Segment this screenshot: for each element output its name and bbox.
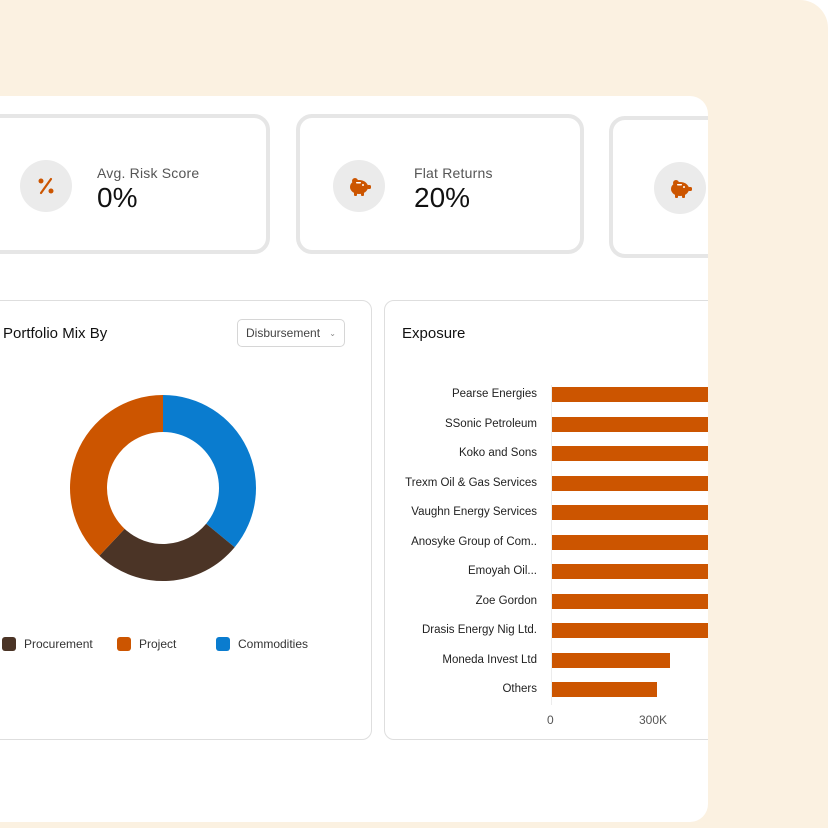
bar-label: Pearse Energies — [451, 388, 537, 400]
bar-label: Koko and Sons — [458, 447, 537, 459]
bar-label: Vaughn Energy Services — [411, 506, 537, 518]
bar-label: Anosyke Group of Com.. — [411, 535, 537, 548]
legend-item-project[interactable]: Project — [117, 637, 176, 651]
axis-line — [551, 385, 552, 705]
piggy-bank-icon — [333, 160, 385, 212]
portfolio-title: Portfolio Mix By — [3, 325, 108, 342]
dashboard-panel: Avg. Risk Score 0% Flat Returns 20% — [0, 96, 708, 822]
exposure-bar[interactable] — [551, 682, 657, 697]
legend-swatch — [2, 637, 16, 651]
bar-label: Drasis Energy Nig Ltd. — [421, 624, 537, 636]
stat-value: 0% — [97, 182, 138, 213]
legend-swatch — [117, 637, 131, 651]
stat-label: Avg. Risk Score — [97, 165, 200, 181]
exposure-bar[interactable] — [551, 387, 708, 402]
dropdown-value: Disbursement — [246, 326, 321, 340]
legend-label: Project — [139, 637, 177, 651]
legend-swatch — [216, 637, 230, 651]
percent-icon — [20, 160, 72, 212]
stat-card-flat-returns: Flat Returns 20% — [296, 114, 584, 254]
stat-card-risk-score: Avg. Risk Score 0% — [0, 114, 270, 254]
stat-value: 20% — [414, 182, 471, 213]
donut-slice-procurement[interactable] — [99, 523, 235, 581]
exposure-bar[interactable] — [551, 564, 708, 579]
x-tick: 300K — [639, 713, 668, 727]
bar-label: Others — [502, 683, 537, 695]
donut-slice-project[interactable] — [70, 395, 163, 556]
legend-label: Procurement — [24, 637, 93, 651]
portfolio-dropdown[interactable]: Disbursement ⌄ — [237, 319, 345, 347]
exposure-bar[interactable] — [551, 416, 708, 432]
bar-label: Moneda Invest Ltd — [442, 653, 537, 666]
bar-label: Trexm Oil & Gas Services — [405, 476, 537, 489]
exposure-bar[interactable] — [551, 505, 708, 520]
legend-label: Commodities — [238, 637, 309, 651]
exposure-bar[interactable] — [551, 446, 708, 461]
bar-label: Emoyah Oil... — [467, 565, 537, 577]
exposure-bar[interactable] — [551, 623, 708, 638]
bar-label: Zoe Gordon — [475, 594, 537, 607]
exposure-bar[interactable] — [551, 534, 708, 550]
exposure-card: Exposure Pearse Energies SSonic Petroleum… — [384, 300, 708, 740]
exposure-bar[interactable] — [551, 652, 671, 668]
bar-label: SSonic Petroleum — [444, 417, 537, 430]
exposure-bar[interactable] — [551, 593, 708, 609]
portfolio-mix-card: Portfolio Mix By Disbursement ⌄ Procurem… — [0, 300, 372, 740]
donut-slice-commodities[interactable] — [163, 395, 256, 548]
exposure-bar[interactable] — [551, 475, 708, 491]
donut-chart — [70, 395, 256, 581]
legend-item-commodities[interactable]: Commodities — [216, 637, 308, 651]
stat-card-partial — [609, 116, 708, 258]
piggy-bank-icon — [654, 162, 706, 214]
chevron-down-icon: ⌄ — [329, 328, 336, 338]
stat-label: Flat Returns — [414, 165, 493, 181]
x-tick: 0 — [547, 713, 554, 727]
exposure-title: Exposure — [402, 325, 466, 342]
legend-item-procurement[interactable]: Procurement — [2, 637, 93, 651]
